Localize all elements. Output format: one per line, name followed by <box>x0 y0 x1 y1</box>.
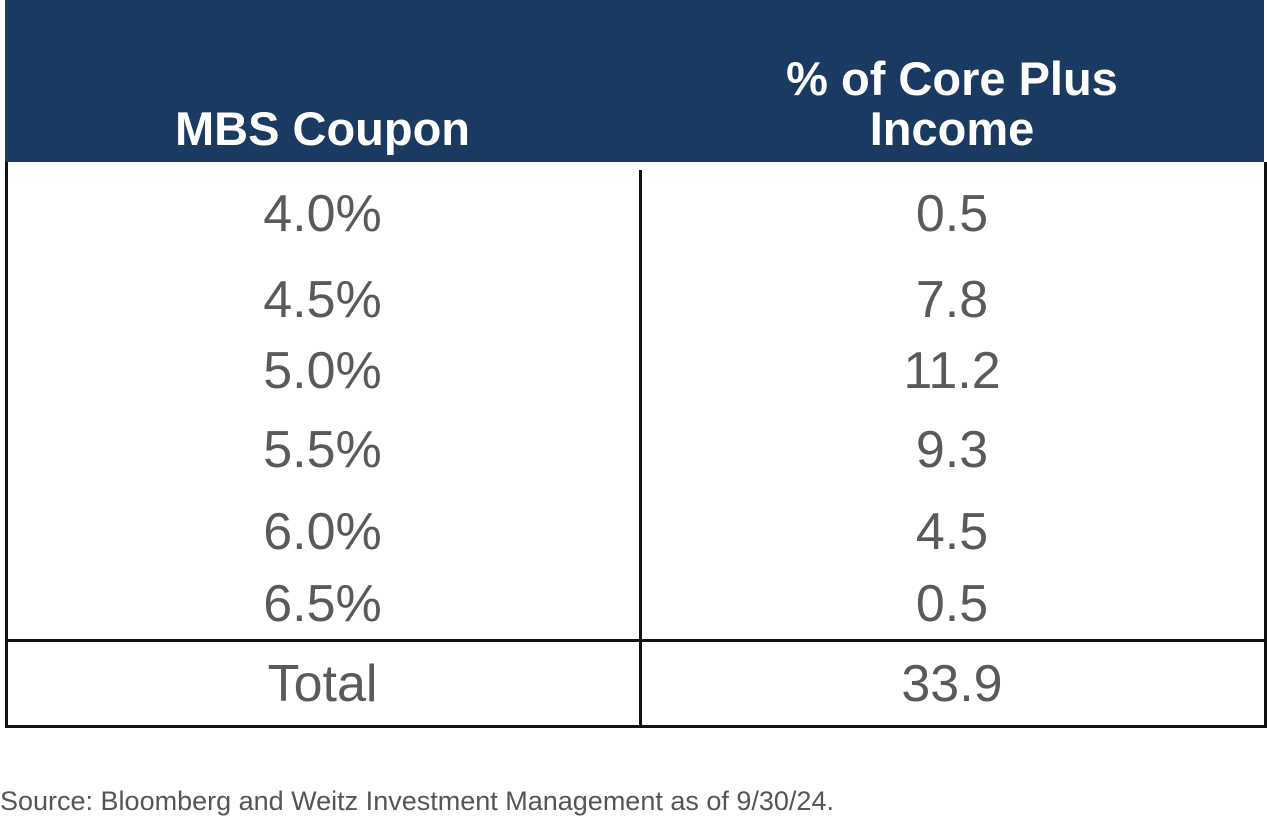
total-value: 33.9 <box>901 655 1003 713</box>
table-row-coupon: 5.0% <box>263 342 382 400</box>
total-divider <box>5 639 1267 642</box>
table-row-pct: 0.5 <box>915 575 989 633</box>
total-label: Total <box>267 655 378 713</box>
header-mbs-coupon-line-1: MBS Coupon <box>175 102 470 155</box>
table-body <box>5 162 1267 728</box>
mbs-coupon-table: MBS Coupon % of Core Plus Income 4.0% 0.… <box>5 0 1267 728</box>
header-pct-core-plus-income: % of Core Plus Income <box>640 54 1264 154</box>
table-row-coupon: 4.0% <box>263 185 382 243</box>
table-row-pct: 11.2 <box>903 342 1001 400</box>
table-row-pct: 4.5 <box>915 503 989 561</box>
header-pct-line-2: Income <box>869 102 1035 155</box>
table-row-coupon: 4.5% <box>263 271 382 329</box>
table-header: MBS Coupon % of Core Plus Income <box>5 0 1264 162</box>
table-row-pct: 0.5 <box>915 185 989 243</box>
table-row-pct: 9.3 <box>915 421 989 479</box>
header-pct-line-1: % of Core Plus <box>786 52 1118 105</box>
table-row-pct: 7.8 <box>915 271 989 329</box>
column-divider <box>639 170 642 728</box>
header-mbs-coupon: MBS Coupon <box>5 104 640 154</box>
table-row-coupon: 6.0% <box>263 503 382 561</box>
source-note: Source: Bloomberg and Weitz Investment M… <box>0 786 834 816</box>
table-row-coupon: 6.5% <box>263 575 382 633</box>
table-row-coupon: 5.5% <box>263 421 382 479</box>
